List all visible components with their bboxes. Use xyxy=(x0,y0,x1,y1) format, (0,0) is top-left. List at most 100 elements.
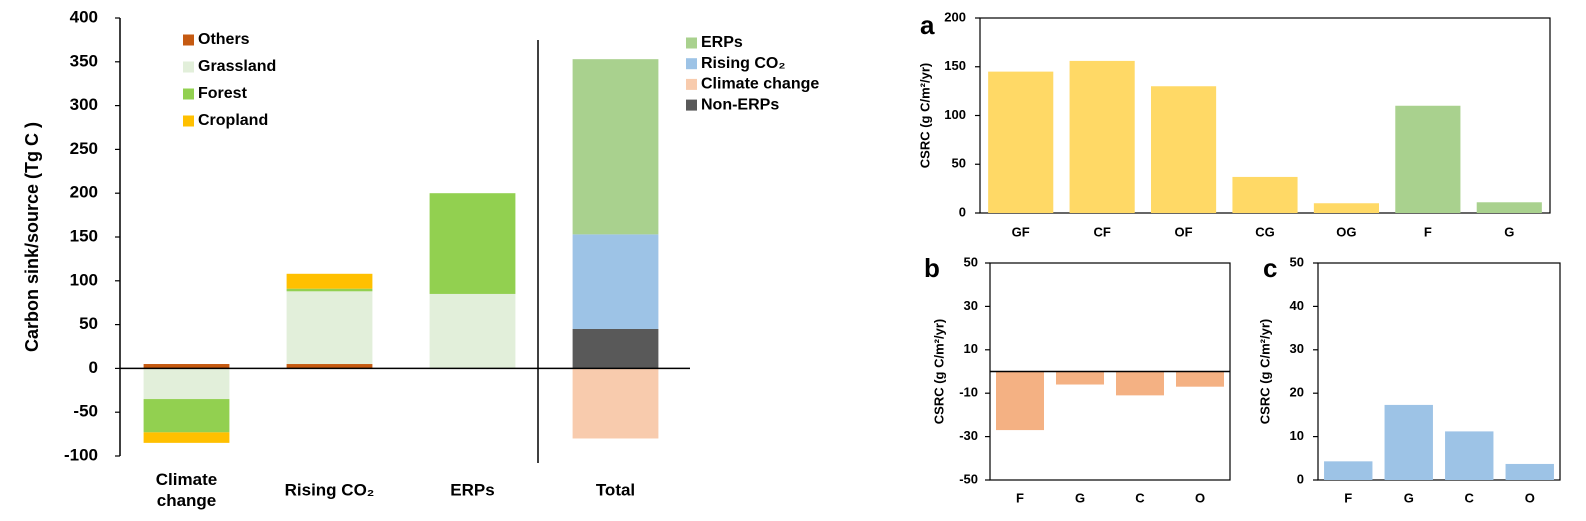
y-tick-label: -50 xyxy=(73,402,98,421)
y-tick-label: 100 xyxy=(944,107,966,122)
x-tick-label: F xyxy=(1016,490,1024,505)
y-tick-label: 50 xyxy=(952,156,966,171)
legend-label: Grassland xyxy=(198,58,276,75)
panel-label: c xyxy=(1263,253,1277,283)
legend-label: Climate change xyxy=(701,76,819,93)
x-tick-label: G xyxy=(1075,490,1085,505)
legend-label: Non-ERPs xyxy=(701,96,779,113)
x-tick-label: C xyxy=(1465,490,1475,505)
y-tick-label: 50 xyxy=(1290,254,1304,269)
bar-segment xyxy=(143,432,230,443)
y-tick-label: 150 xyxy=(944,58,966,73)
bar xyxy=(1476,202,1542,213)
bar xyxy=(1445,431,1494,480)
y-axis-label: CSRC (g C/m²/yr) xyxy=(1257,319,1272,424)
y-tick-label: 100 xyxy=(70,270,98,289)
legend-swatch xyxy=(686,58,697,70)
x-tick-label: CF xyxy=(1093,224,1110,239)
bar-segment xyxy=(143,364,230,369)
bar-segment xyxy=(572,328,659,369)
legend-swatch xyxy=(183,61,194,73)
y-tick-label: 0 xyxy=(1297,471,1304,486)
panel-label: a xyxy=(920,10,935,40)
bar xyxy=(1232,176,1298,213)
legend-swatch xyxy=(183,115,194,127)
bar-segment xyxy=(143,399,230,433)
x-tick-label: Climate change xyxy=(156,470,217,510)
bar xyxy=(1056,371,1104,385)
bar xyxy=(988,71,1054,213)
x-tick-label: Rising CO₂ xyxy=(285,480,375,499)
bar xyxy=(1069,60,1135,214)
y-tick-label: 20 xyxy=(1290,385,1304,400)
y-tick-label: 200 xyxy=(944,9,966,24)
bar-segment xyxy=(286,288,373,292)
bar-segment xyxy=(572,59,659,235)
panel-label: b xyxy=(924,253,940,283)
x-tick-label: OG xyxy=(1336,224,1356,239)
legend-swatch xyxy=(183,34,194,46)
x-tick-label: ERPs xyxy=(450,480,494,499)
y-tick-label: 250 xyxy=(70,139,98,158)
x-tick-label: OF xyxy=(1175,224,1193,239)
y-tick-label: 200 xyxy=(70,183,98,202)
bar-segment xyxy=(429,293,516,369)
y-tick-label: 350 xyxy=(70,51,98,70)
bar-segment xyxy=(572,234,659,329)
y-tick-label: 30 xyxy=(964,298,978,313)
legend-label: Others xyxy=(198,31,250,48)
y-tick-label: -10 xyxy=(959,385,978,400)
bar-segment xyxy=(286,273,373,289)
bar-segment xyxy=(286,291,373,365)
bar xyxy=(1176,371,1224,387)
y-tick-label: 50 xyxy=(79,314,98,333)
x-tick-label: F xyxy=(1424,224,1432,239)
x-tick-label: C xyxy=(1135,490,1145,505)
y-tick-label: 0 xyxy=(89,358,98,377)
legend-swatch xyxy=(686,99,697,111)
y-tick-label: -30 xyxy=(959,428,978,443)
y-tick-label: -100 xyxy=(64,445,98,464)
y-axis-label: Carbon sink/source (Tg C ) xyxy=(22,122,42,352)
bar xyxy=(1313,203,1379,213)
bar xyxy=(996,371,1044,431)
legend-swatch xyxy=(686,78,697,90)
legend-swatch xyxy=(183,88,194,100)
x-tick-label: Total xyxy=(596,480,635,499)
x-tick-label: O xyxy=(1195,490,1205,505)
legend-label: ERPs xyxy=(701,34,743,51)
legend-label: Cropland xyxy=(198,112,268,129)
y-tick-label: 0 xyxy=(959,204,966,219)
bar-segment xyxy=(286,364,373,369)
bar xyxy=(1505,463,1554,480)
legend-label: Rising CO₂ xyxy=(701,55,785,72)
bar xyxy=(1395,105,1461,213)
y-axis-label: CSRC (g C/m²/yr) xyxy=(931,319,946,424)
x-tick-label: O xyxy=(1525,490,1535,505)
y-tick-label: 30 xyxy=(1290,341,1304,356)
x-tick-label: G xyxy=(1404,490,1414,505)
y-tick-label: 10 xyxy=(964,341,978,356)
bar xyxy=(1324,461,1373,480)
y-tick-label: 50 xyxy=(964,254,978,269)
y-tick-label: 400 xyxy=(70,7,98,26)
y-tick-label: -50 xyxy=(959,471,978,486)
bar xyxy=(1151,86,1217,213)
legend-label: Forest xyxy=(198,85,248,102)
bar xyxy=(1116,371,1164,396)
bar-segment xyxy=(572,368,659,439)
bar-segment xyxy=(429,193,516,294)
y-tick-label: 300 xyxy=(70,95,98,114)
bar-segment xyxy=(143,368,230,400)
y-axis-label: CSRC (g C/m²/yr) xyxy=(917,63,932,168)
x-tick-label: G xyxy=(1504,224,1514,239)
bar xyxy=(1384,404,1433,480)
y-tick-label: 150 xyxy=(70,226,98,245)
x-tick-label: F xyxy=(1344,490,1352,505)
y-tick-label: 40 xyxy=(1290,298,1304,313)
plot-frame xyxy=(1317,262,1561,481)
y-tick-label: 10 xyxy=(1290,428,1304,443)
x-tick-label: CG xyxy=(1255,224,1275,239)
legend-swatch xyxy=(686,37,697,49)
